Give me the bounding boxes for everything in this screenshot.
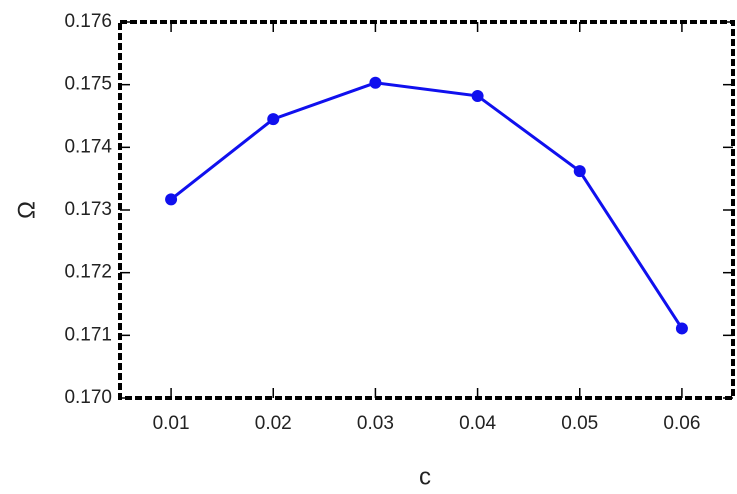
y-tick-label: 0.176 (64, 11, 112, 32)
y-tick-label: 0.171 (64, 324, 112, 345)
x-axis-title: c (419, 463, 431, 490)
y-tick-label: 0.172 (64, 262, 112, 283)
y-tick-label: 0.175 (64, 74, 112, 95)
x-tick-label: 0.05 (561, 413, 598, 434)
data-point (369, 76, 382, 89)
y-tick-label: 0.174 (64, 136, 112, 157)
x-tick-label: 0.02 (255, 413, 292, 434)
x-tick-label: 0.04 (459, 413, 496, 434)
data-line (170, 81, 684, 330)
data-point (675, 322, 688, 335)
plot-frame (118, 20, 735, 400)
y-axis-title: Ω (13, 201, 40, 219)
x-tick-label: 0.06 (663, 413, 700, 434)
data-point (267, 113, 280, 126)
y-tick-label: 0.173 (64, 199, 112, 220)
x-tick-label: 0.01 (153, 413, 190, 434)
x-tick-label: 0.03 (357, 413, 394, 434)
data-point (165, 193, 178, 206)
data-point (573, 165, 586, 178)
data-point (471, 89, 484, 102)
y-tick-label: 0.170 (64, 387, 112, 408)
